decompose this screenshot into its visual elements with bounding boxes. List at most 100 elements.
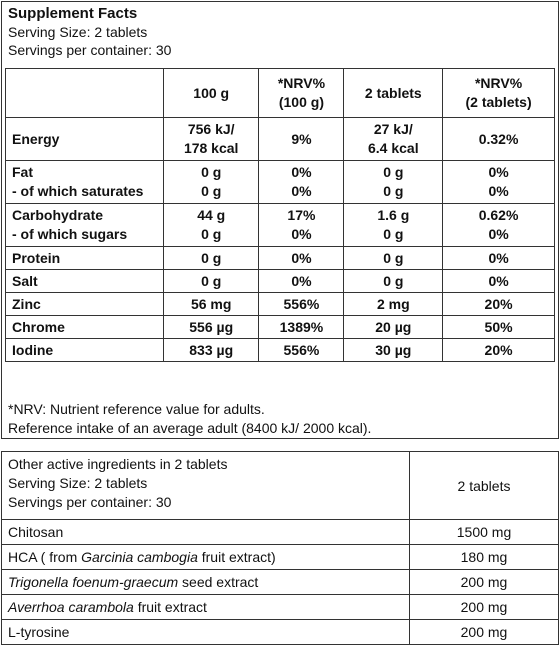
ingredient-name-part: fruit extract) [197, 549, 276, 565]
header-2-tablets: 2 tablets [343, 68, 444, 118]
nutrition-row: Energy 756 kJ/178 kcal 9% 27 kJ/6.4 kcal 0.3… [5, 117, 555, 161]
nrv-100g: 9% [291, 130, 312, 147]
ingredient-amount: 1500 mg [409, 519, 559, 545]
nrv-100g: 0% [291, 226, 312, 242]
ingredient-name-part: Chitosan [8, 524, 64, 540]
value-2-tablets-cell: 20 µg [343, 315, 444, 339]
ingredient-name-cell: Trigonella foenum-graecum seed extract [1, 569, 410, 595]
nrv-note: *NRV: Nutrient reference value for adult… [8, 401, 265, 417]
other-servings-per-container: Servings per container: 30 [8, 494, 172, 510]
nrv-2-tablets: 0% [488, 183, 509, 199]
value-2-tablets-cell: 30 µg [343, 338, 444, 362]
value-100g-cell: 833 µg [162, 338, 260, 362]
value-2-tablets: 6.4 kcal [368, 140, 419, 156]
ingredient-name-part: HCA ( from [8, 549, 82, 565]
value-2-tablets: 0 g [383, 164, 404, 180]
nrv-100g-cell: 0% [258, 246, 345, 270]
header-nrv-100g-line2: (100 g) [278, 94, 324, 110]
ingredient-row: Trigonella foenum-graecum seed extract 20… [1, 569, 559, 595]
reference-intake-note: Reference intake of an average adult (84… [8, 420, 372, 436]
nrv-2-tablets-cell: 20% [442, 292, 555, 316]
value-2-tablets: 27 kJ/ [373, 121, 413, 137]
nutrition-table: 100 g *NRV% (100 g) 2 tablets *NRV% (2 t… [5, 68, 555, 362]
nutrient-label: Carbohydrate [12, 207, 104, 223]
nrv-notes: *NRV: Nutrient reference value for adult… [8, 400, 371, 438]
nutrient-label: Iodine [12, 341, 54, 358]
nrv-2-tablets: 0% [488, 226, 509, 242]
nrv-2-tablets: 0.32% [478, 130, 519, 147]
nutrition-row: Chrome 556 µg 1389% 20 µg 50% [5, 315, 555, 339]
ingredient-name-part: seed extract [178, 574, 259, 590]
nrv-100g-cell: 556% [258, 338, 345, 362]
other-ingredients-table: Other active ingredients in 2 tablets Se… [1, 451, 559, 645]
nutrient-label: - of which saturates [12, 183, 144, 199]
ingredient-name-part: Garcinia cambogia [81, 549, 198, 565]
ingredient-row: L-tyrosine 200 mg [1, 619, 559, 645]
value-2-tablets-cell: 27 kJ/6.4 kcal [343, 117, 444, 161]
nrv-100g: 0% [291, 164, 312, 180]
value-100g: 44 g [197, 207, 226, 223]
facts-title: Supplement Facts [8, 5, 138, 22]
nutrition-row: Salt 0 g 0% 0 g 0% [5, 269, 555, 293]
nutrient-label-cell: Iodine [5, 338, 164, 362]
value-2-tablets: 0 g [383, 183, 404, 199]
other-ingredients-header: Other active ingredients in 2 tablets Se… [1, 451, 410, 520]
ingredient-row: Chitosan 1500 mg [1, 519, 559, 545]
value-2-tablets-cell: 2 mg [343, 292, 444, 316]
ingredient-name-cell: HCA ( from Garcinia cambogia fruit extra… [1, 544, 410, 570]
nutrient-label-cell: Chrome [5, 315, 164, 339]
nutrient-label-cell: Energy [5, 117, 164, 161]
nrv-100g: 1389% [279, 318, 324, 335]
value-100g: 56 mg [190, 295, 232, 312]
serving-size: Serving Size: 2 tablets [8, 24, 148, 40]
other-ingredients-title: Other active ingredients in 2 tablets [8, 456, 228, 472]
nutrient-label-cell: Protein [5, 246, 164, 270]
nutrient-label-cell: Carbohydrate - of which sugars [5, 203, 164, 247]
supplement-facts-panel: Supplement Facts Serving Size: 2 tablets… [1, 1, 559, 439]
nutrient-label-cell: Salt [5, 269, 164, 293]
nrv-2-tablets: 20% [484, 295, 513, 312]
value-2-tablets: 30 µg [375, 341, 412, 358]
value-2-tablets-cell: 0 g [343, 269, 444, 293]
value-100g: 0 g [201, 183, 222, 199]
value-100g: 0 g [201, 226, 222, 242]
ingredient-name-part: L-tyrosine [8, 624, 70, 640]
nrv-100g-cell: 556% [258, 292, 345, 316]
nrv-2-tablets: 50% [484, 318, 513, 335]
value-2-tablets: 20 µg [375, 318, 412, 335]
nutrition-row: Protein 0 g 0% 0 g 0% [5, 246, 555, 270]
ingredient-name-part: Trigonella foenum-graecum [8, 574, 179, 590]
ingredient-row: HCA ( from Garcinia cambogia fruit extra… [1, 544, 559, 570]
value-100g: 756 kJ/ [187, 121, 235, 137]
nutrient-label: - of which sugars [12, 226, 128, 242]
nrv-2-tablets-cell: 50% [442, 315, 555, 339]
other-ingredients-header-row: Other active ingredients in 2 tablets Se… [1, 451, 559, 520]
nutrient-label: Chrome [12, 318, 65, 335]
nrv-2-tablets: 20% [484, 341, 513, 358]
nutrient-label: Energy [12, 130, 60, 147]
ingredient-amount: 180 mg [409, 544, 559, 570]
value-100g-cell: 0 g [162, 246, 260, 270]
ingredient-amount: 200 mg [409, 594, 559, 620]
ingredient-name-part: fruit extract [133, 599, 207, 615]
nrv-100g: 556% [283, 295, 320, 312]
value-100g: 833 µg [189, 341, 234, 358]
ingredient-amount: 200 mg [409, 619, 559, 645]
value-2-tablets: 0 g [383, 249, 404, 266]
header-nrv-100g: *NRV% (100 g) [258, 68, 345, 118]
value-100g: 0 g [201, 272, 222, 289]
nrv-2-tablets: 0% [488, 164, 509, 180]
value-2-tablets: 1.6 g [377, 207, 410, 223]
value-100g-cell: 556 µg [162, 315, 260, 339]
nutrient-label: Fat [12, 164, 33, 180]
ingredient-name-cell: Chitosan [1, 519, 410, 545]
value-100g-cell: 756 kJ/178 kcal [162, 117, 260, 161]
nrv-100g-cell: 0% [258, 269, 345, 293]
nrv-100g: 0% [291, 272, 312, 289]
nrv-2-tablets-cell: 20% [442, 338, 555, 362]
header-nrv-2-tablets-line1: *NRV% [474, 75, 523, 91]
